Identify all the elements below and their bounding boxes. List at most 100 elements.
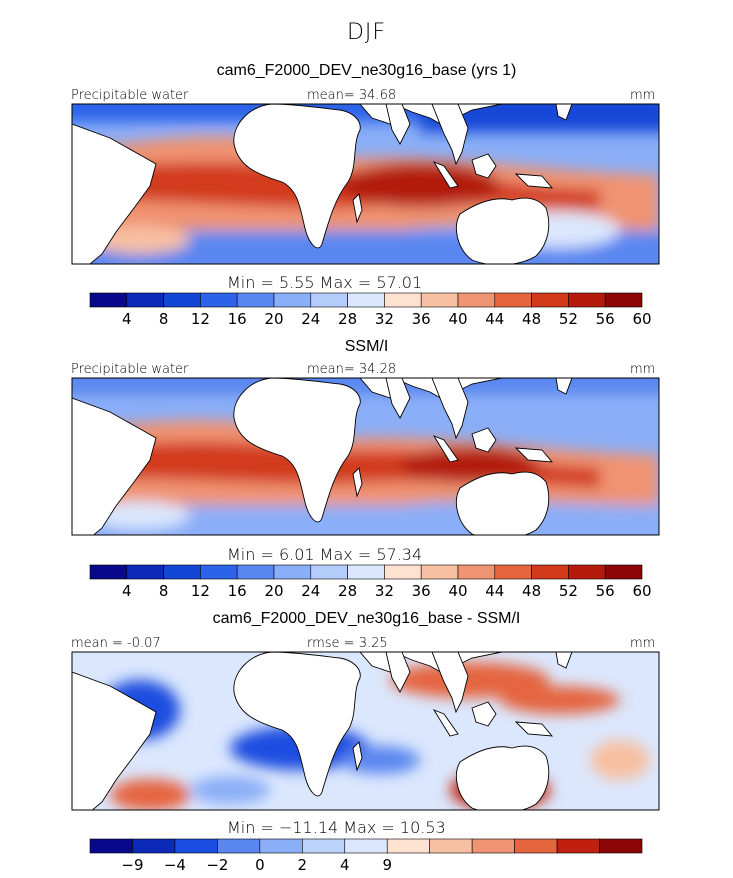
colorbar-swatch bbox=[494, 292, 532, 308]
colorbar-tick-label: 32 bbox=[375, 582, 394, 600]
colorbar-model: 4 8 12 16 20 24 28 32 36 40 44 48 52 56 60 bbox=[89, 292, 652, 328]
season-title: DJF bbox=[346, 20, 387, 45]
colorbar-swatch bbox=[126, 292, 164, 308]
colorbar-swatch bbox=[531, 292, 569, 308]
colorbar-swatch bbox=[200, 292, 238, 308]
panel-minmax: Min = 6.01 Max = 57.34 bbox=[227, 545, 423, 564]
panel-label-variable: Precipitable water bbox=[71, 362, 189, 377]
colorbar-swatch bbox=[344, 838, 388, 854]
colorbar-swatch bbox=[429, 838, 473, 854]
panel-title-obs: SSM/I bbox=[344, 338, 389, 355]
colorbar-tick-label: −9 bbox=[121, 856, 143, 874]
colorbar-swatch bbox=[163, 564, 201, 580]
colorbar-swatch bbox=[604, 564, 643, 580]
colorbar-swatch bbox=[163, 292, 201, 308]
colorbar-tick-label: 36 bbox=[412, 310, 431, 328]
colorbar-tick-label: 24 bbox=[301, 582, 320, 600]
colorbar-swatch bbox=[310, 292, 348, 308]
colorbar-swatch bbox=[420, 292, 459, 308]
panel-label-units: mm bbox=[630, 362, 656, 377]
colorbar-swatch bbox=[604, 292, 643, 308]
panel-label-mean: mean = -0.07 bbox=[71, 636, 161, 651]
colorbar-tick-label: 20 bbox=[264, 310, 283, 328]
colorbar-swatch bbox=[347, 564, 385, 580]
colorbar-tick-label: 44 bbox=[485, 582, 504, 600]
colorbar-tick-label: 4 bbox=[340, 856, 350, 874]
colorbar-swatch bbox=[273, 292, 312, 308]
colorbar-swatch bbox=[384, 292, 422, 308]
colorbar-tick-label: −2 bbox=[206, 856, 228, 874]
panel-title-model: cam6_F2000_DEV_ne30g16_base (yrs 1) bbox=[216, 62, 517, 79]
colorbar-swatch bbox=[259, 838, 303, 854]
colorbar-swatch bbox=[457, 292, 496, 308]
panel-label-units: mm bbox=[630, 636, 656, 651]
colorbar-tick-label: 60 bbox=[632, 582, 651, 600]
colorbar-tick-label: 36 bbox=[412, 582, 431, 600]
colorbar-tick-label: 48 bbox=[522, 582, 541, 600]
colorbar-tick-label: −4 bbox=[164, 856, 186, 874]
colorbar-tick-label: 20 bbox=[264, 582, 283, 600]
colorbar-tick-label: 8 bbox=[159, 310, 169, 328]
colorbar-swatch bbox=[89, 838, 133, 854]
colorbar-tick-label: 16 bbox=[228, 582, 247, 600]
colorbar-tick-label: 52 bbox=[559, 310, 578, 328]
panel-label-units: mm bbox=[630, 88, 656, 103]
colorbar-swatch bbox=[174, 838, 218, 854]
map-obs bbox=[71, 377, 660, 536]
colorbar-swatch bbox=[89, 292, 128, 308]
colorbar-swatch bbox=[386, 838, 430, 854]
colorbar-tick-label: 8 bbox=[159, 582, 169, 600]
colorbar-swatch bbox=[89, 564, 128, 580]
colorbar-tick-label: 4 bbox=[122, 582, 132, 600]
colorbar-tick-label: 56 bbox=[596, 310, 615, 328]
colorbar-tick-label: 16 bbox=[228, 310, 247, 328]
colorbar-swatch bbox=[132, 838, 176, 854]
colorbar-swatch bbox=[599, 838, 643, 854]
colorbar-swatch bbox=[273, 564, 312, 580]
colorbar-swatch bbox=[200, 564, 238, 580]
panel-minmax: Min = 5.55 Max = 57.01 bbox=[227, 273, 423, 292]
panel-minmax: Min = −11.14 Max = 10.53 bbox=[227, 818, 446, 837]
colorbar-tick-label: 0 bbox=[255, 856, 265, 874]
colorbar-tick-label: 48 bbox=[522, 310, 541, 328]
colorbar-tick-label: 4 bbox=[122, 310, 132, 328]
colorbar-tick-label: 40 bbox=[448, 310, 467, 328]
colorbar-tick-label: 44 bbox=[485, 310, 504, 328]
colorbar-swatch bbox=[568, 292, 606, 308]
colorbar-tick-label: 12 bbox=[191, 310, 210, 328]
panel-label-variable: Precipitable water bbox=[71, 88, 189, 103]
colorbar-swatch bbox=[236, 292, 275, 308]
colorbar-tick-label: 40 bbox=[448, 582, 467, 600]
colorbar-swatch bbox=[514, 838, 558, 854]
colorbar-swatch bbox=[568, 564, 606, 580]
panel-label-rmse: rmse = 3.25 bbox=[307, 636, 388, 651]
colorbar-tick-label: 28 bbox=[338, 310, 357, 328]
map-diff bbox=[71, 651, 660, 811]
colorbar-swatch bbox=[420, 564, 459, 580]
colorbar-tick-label: 52 bbox=[559, 582, 578, 600]
colorbar-tick-label: 9 bbox=[382, 856, 392, 874]
panel-label-mean: mean= 34.68 bbox=[307, 88, 397, 103]
panel-title-diff: cam6_F2000_DEV_ne30g16_base - SSM/I bbox=[212, 610, 521, 627]
colorbar-swatch bbox=[126, 564, 164, 580]
colorbar-swatch bbox=[384, 564, 422, 580]
colorbar-tick-label: 56 bbox=[596, 582, 615, 600]
colorbar-swatch bbox=[217, 838, 261, 854]
colorbar-obs: 4 8 12 16 20 24 28 32 36 40 44 48 52 56 60 bbox=[89, 564, 652, 600]
colorbar-swatch bbox=[347, 292, 385, 308]
colorbar-tick-label: 24 bbox=[301, 310, 320, 328]
colorbar-tick-label: 32 bbox=[375, 310, 394, 328]
colorbar-tick-label: 28 bbox=[338, 582, 357, 600]
colorbar-swatch bbox=[531, 564, 569, 580]
colorbar-swatch bbox=[457, 564, 496, 580]
colorbar-diff: −9 −4 −2 0 2 4 9 bbox=[89, 838, 643, 874]
colorbar-tick-label: 12 bbox=[191, 582, 210, 600]
colorbar-swatch bbox=[302, 838, 346, 854]
colorbar-swatch bbox=[236, 564, 275, 580]
panel-label-mean: mean= 34.28 bbox=[307, 362, 397, 377]
map-model bbox=[71, 103, 660, 265]
colorbar-swatch bbox=[310, 564, 348, 580]
colorbar-tick-label: 2 bbox=[298, 856, 308, 874]
colorbar-swatch bbox=[556, 838, 600, 854]
